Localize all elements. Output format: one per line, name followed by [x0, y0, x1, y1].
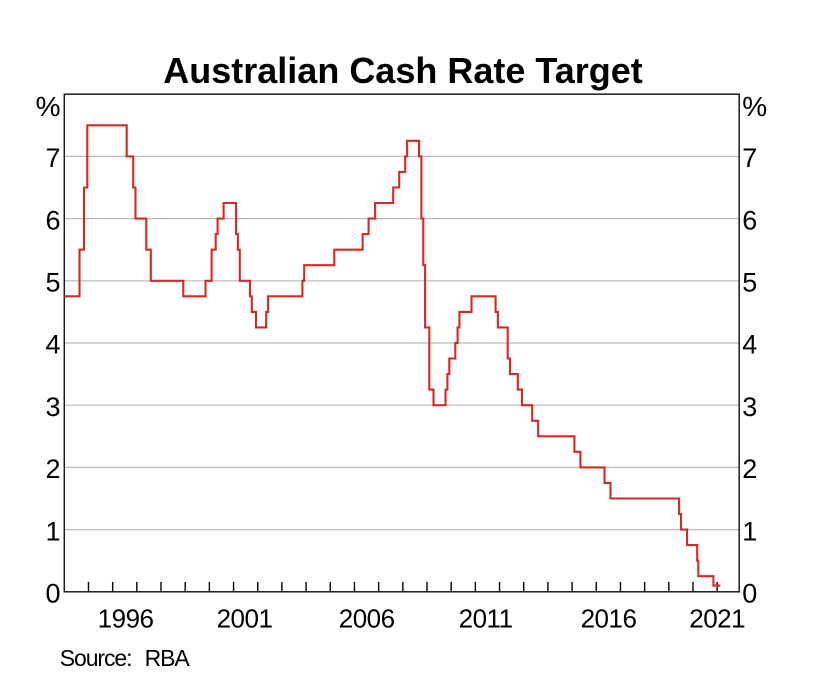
svg-text:6: 6 — [45, 205, 60, 235]
svg-text:2: 2 — [742, 454, 757, 484]
svg-text:7: 7 — [45, 143, 60, 173]
svg-text:6: 6 — [742, 205, 757, 235]
svg-text:2006: 2006 — [339, 604, 395, 634]
svg-text:2: 2 — [45, 454, 60, 484]
svg-text:2016: 2016 — [581, 604, 637, 634]
svg-text:4: 4 — [742, 330, 757, 360]
svg-text:%: % — [36, 91, 61, 122]
svg-text:5: 5 — [742, 268, 757, 298]
svg-text:1: 1 — [742, 516, 757, 546]
svg-text:7: 7 — [742, 143, 757, 173]
svg-text:3: 3 — [45, 392, 60, 422]
svg-text:1996: 1996 — [98, 604, 154, 634]
svg-text:RBA: RBA — [145, 645, 191, 671]
svg-text:2021: 2021 — [689, 604, 745, 634]
svg-text:0: 0 — [742, 579, 757, 609]
svg-text:0: 0 — [45, 579, 60, 609]
svg-text:2011: 2011 — [459, 604, 513, 634]
svg-text:1: 1 — [45, 516, 60, 546]
svg-text:3: 3 — [742, 392, 757, 422]
svg-text:%: % — [742, 91, 767, 122]
svg-text:Australian Cash Rate Target: Australian Cash Rate Target — [163, 50, 642, 91]
svg-text:Source:: Source: — [60, 645, 132, 671]
svg-text:2001: 2001 — [217, 604, 273, 634]
svg-text:5: 5 — [45, 268, 60, 298]
svg-text:4: 4 — [45, 330, 60, 360]
